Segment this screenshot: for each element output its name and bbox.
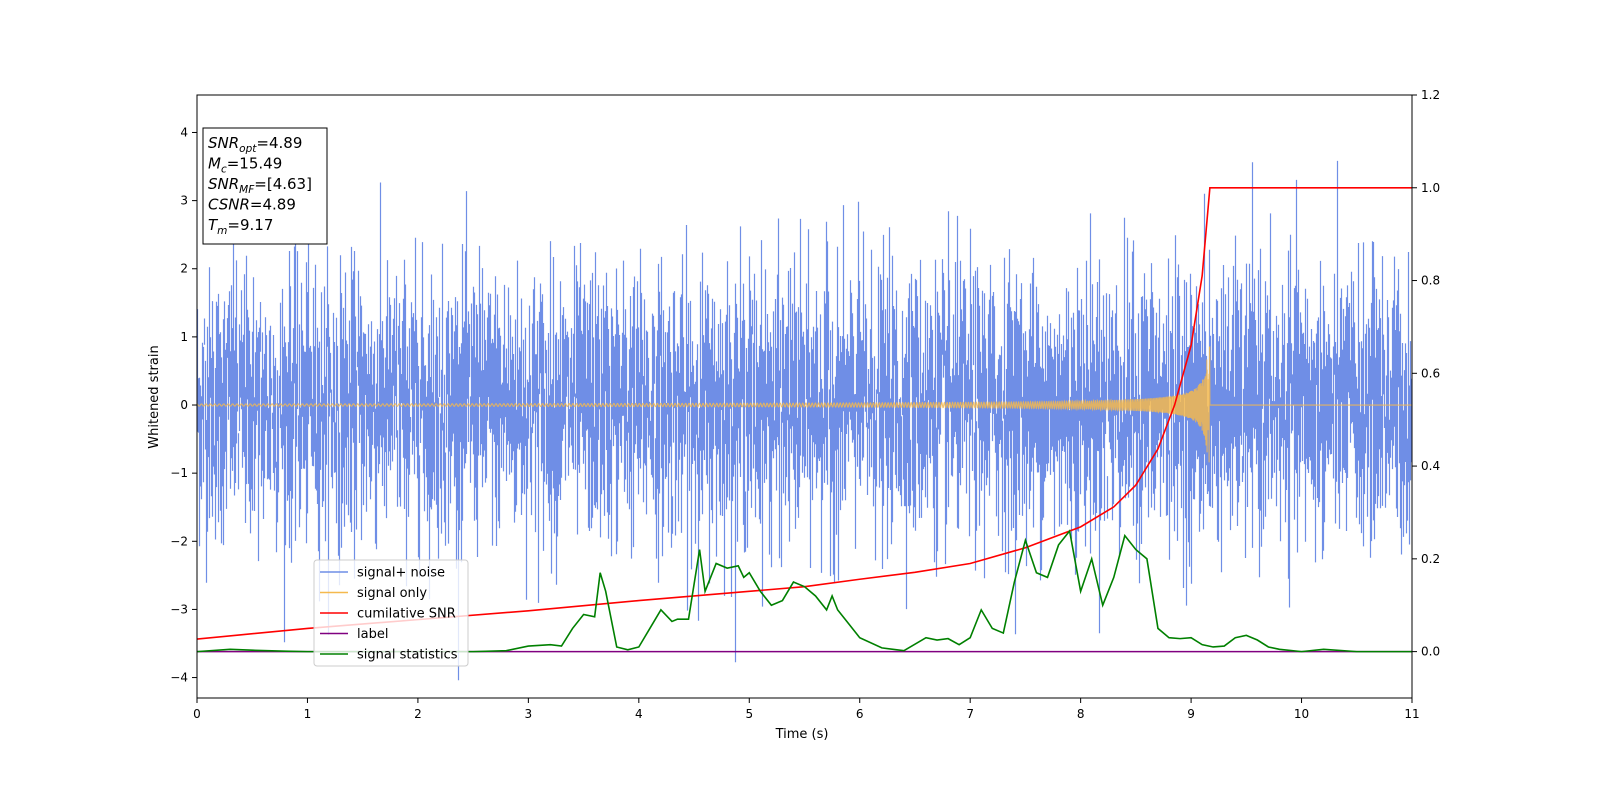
annotation-line: Mc=15.49 — [208, 155, 282, 176]
y2-axis-ticks: 0.0 0.2 0.4 0.6 0.8 1.0 1.2 — [1412, 88, 1440, 659]
x-axis-label: Time (s) — [775, 727, 829, 742]
stats-annotation-box: SNRopt=4.89Mc=15.49SNRMF=[4.63]CSNR=4.89… — [202, 127, 328, 245]
y2-tick-label: 1.2 — [1421, 88, 1440, 102]
y-tick-label: 1 — [180, 330, 188, 344]
cumilative-snr-line — [197, 186, 1412, 640]
y2-tick-label: 1.0 — [1421, 181, 1440, 195]
x-tick-label: 5 — [745, 707, 753, 721]
x-tick-label: 11 — [1404, 707, 1419, 721]
signal-only-series — [197, 346, 1412, 463]
y-tick-label: −1 — [170, 466, 188, 480]
y2-tick-label: 0.0 — [1421, 645, 1440, 659]
x-tick-label: 0 — [193, 707, 201, 721]
legend-box — [313, 559, 469, 667]
annotation-line: SNRMF=[4.63] — [208, 175, 312, 196]
x-tick-label: 3 — [525, 707, 533, 721]
x-tick-label: 10 — [1294, 707, 1309, 721]
x-tick-label: 7 — [966, 707, 974, 721]
y-tick-label: −2 — [170, 534, 188, 548]
annotation-line: Tm=9.17 — [208, 216, 273, 237]
legend-label: cumilative SNR — [357, 607, 456, 622]
legend-label: signal only — [357, 586, 427, 601]
legend-label: signal+ noise — [357, 566, 445, 581]
x-tick-label: 4 — [635, 707, 643, 721]
legend-label: signal statistics — [357, 648, 458, 663]
y-tick-label: 0 — [180, 398, 188, 412]
y-tick-label: −3 — [170, 602, 188, 616]
signal-only-line — [197, 346, 1412, 463]
x-tick-label: 9 — [1187, 707, 1195, 721]
legend: signal+ noise signal only cumilative SNR la… — [313, 559, 469, 667]
y2-tick-label: 0.6 — [1421, 366, 1440, 380]
y2-tick-label: 0.2 — [1421, 552, 1440, 566]
y2-tick-label: 0.4 — [1421, 459, 1440, 473]
legend-label: label — [357, 627, 388, 642]
x-tick-label: 8 — [1077, 707, 1085, 721]
plot-frame — [196, 94, 1413, 699]
x-tick-label: 2 — [414, 707, 422, 721]
x-tick-label: 6 — [856, 707, 864, 721]
y-axis-ticks: −4 −3 −2 −1 0 1 2 3 4 — [170, 125, 197, 685]
annotation-box — [202, 127, 328, 245]
annotation-line: CSNR=4.89 — [208, 196, 296, 214]
y-axis-label: Whitened strain — [147, 345, 162, 448]
x-tick-label: 1 — [304, 707, 312, 721]
y-tick-label: −4 — [170, 671, 188, 685]
x-axis-ticks: 0 1 2 3 4 5 6 7 8 9 10 11 — [193, 698, 1420, 721]
annotation-line: SNRopt=4.89 — [208, 134, 302, 155]
signal-statistics-line — [197, 529, 1412, 653]
y-tick-label: 2 — [180, 262, 188, 276]
y-tick-label: 3 — [180, 194, 188, 208]
y2-tick-label: 0.8 — [1421, 274, 1440, 288]
y-tick-label: 4 — [180, 125, 188, 139]
